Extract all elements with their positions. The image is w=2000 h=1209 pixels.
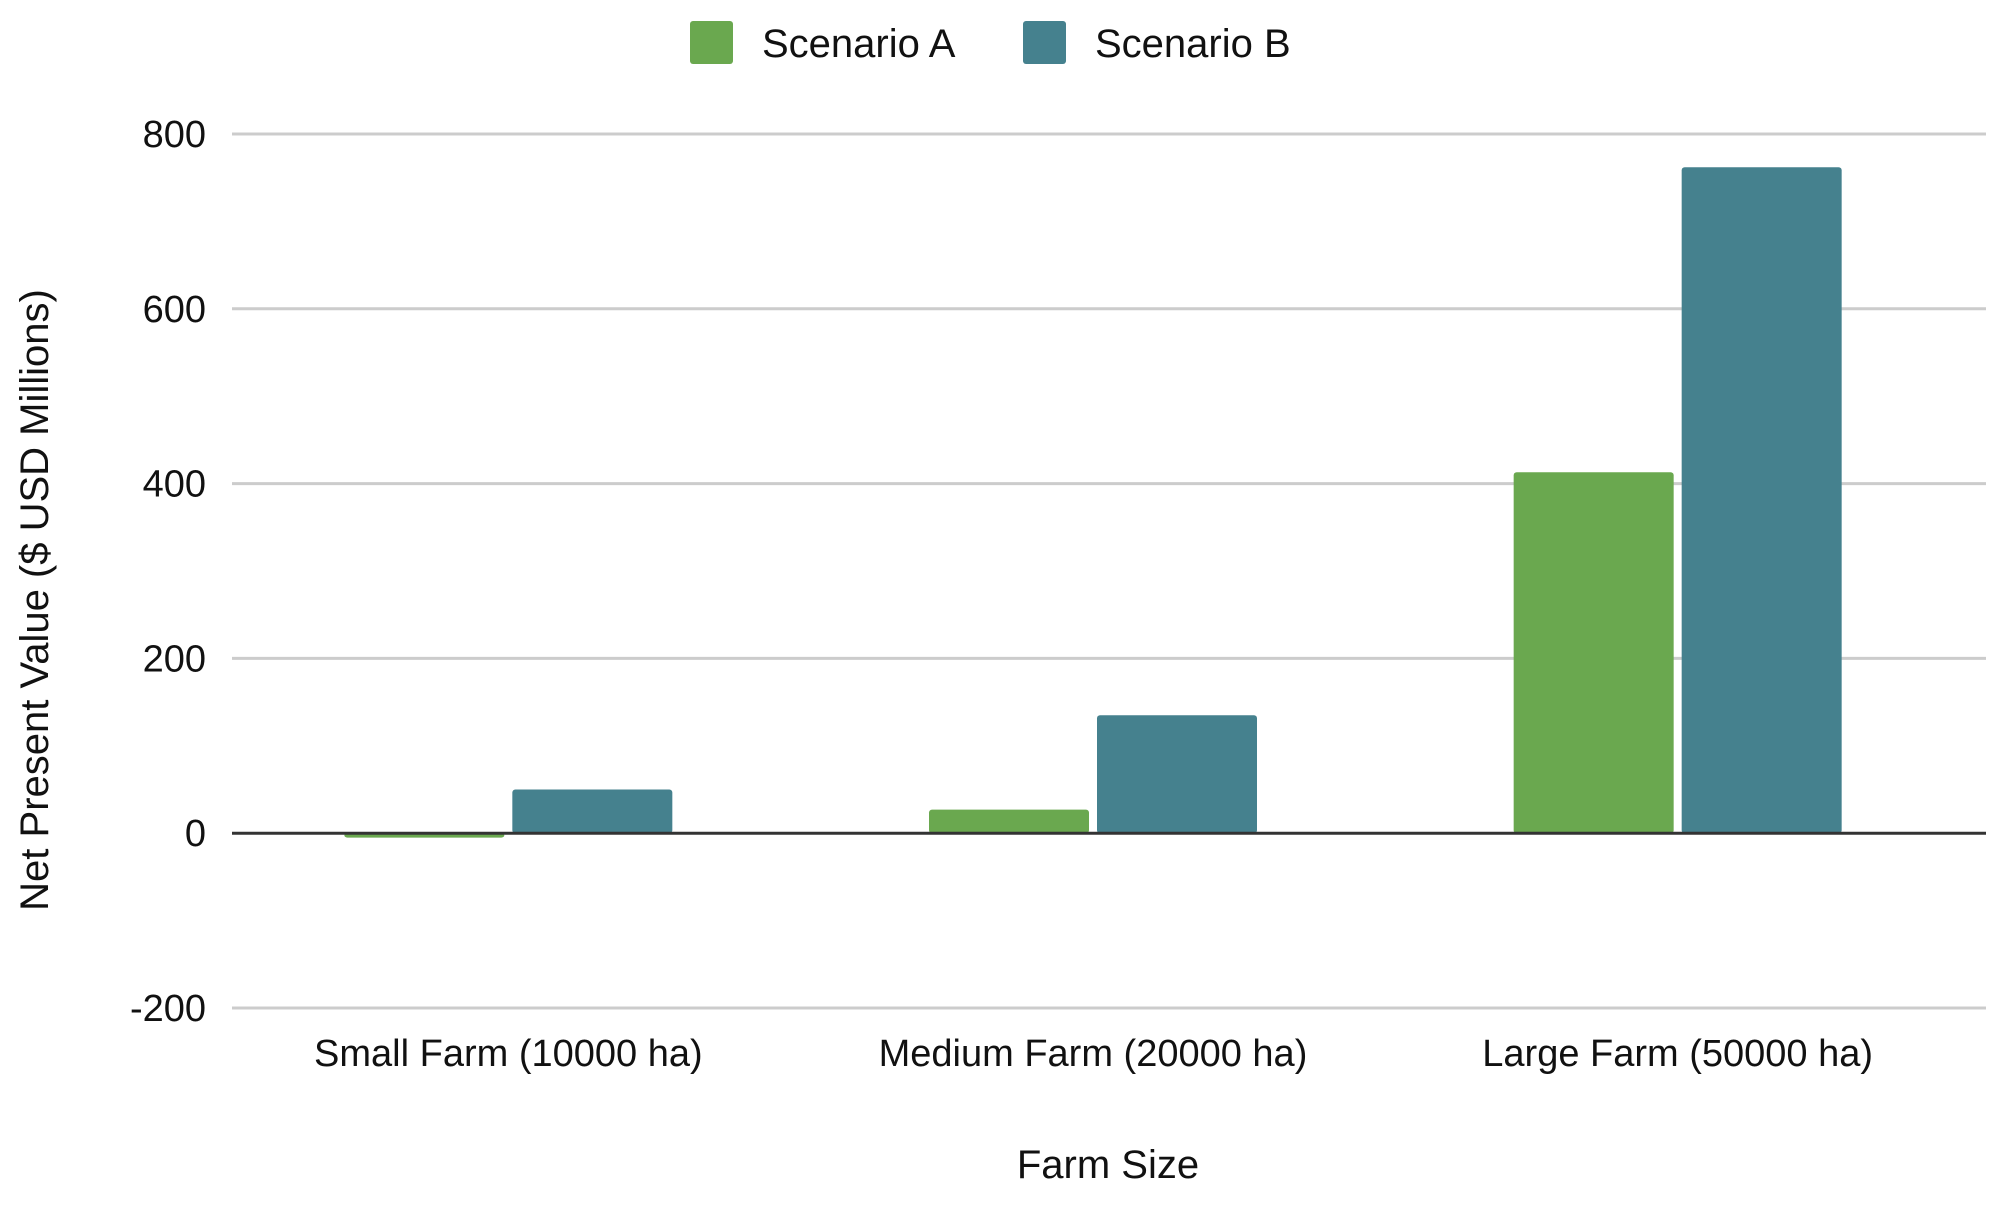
bar-scenario-a-2: Scenario A: 27 [929, 809, 1089, 834]
y-tick-label: 0 [185, 813, 206, 855]
y-axis-ticks: -200 0 200 400 600 800 [130, 114, 206, 1030]
y-tick-label: 400 [143, 464, 206, 506]
y-tick-label: 800 [143, 114, 206, 156]
y-tick-label: -200 [130, 988, 206, 1030]
legend-item-scenario-a: Scenario A [690, 21, 956, 66]
bar-scenario-b-2: Scenario B: 135 [1097, 715, 1257, 834]
legend-label: Scenario B [1095, 22, 1291, 66]
y-axis-title: Net Present Value ($ USD Millions) [13, 289, 57, 911]
legend: Scenario A Scenario B [690, 21, 1291, 66]
legend-swatch [1023, 21, 1066, 64]
y-tick-label: 600 [143, 289, 206, 331]
x-axis-ticks: Small Farm (10000 ha) Medium Farm (20000 … [314, 1033, 1873, 1075]
bar-scenario-a-3: Scenario A: 413 [1513, 472, 1674, 834]
bar-scenario-b-3: Scenario B: 762 [1681, 167, 1842, 834]
legend-label: Scenario A [762, 22, 956, 66]
x-tick-label: Small Farm (10000 ha) [314, 1033, 703, 1075]
bar-scenario-b-1: Scenario B: 50 [512, 789, 673, 834]
y-tick-label: 200 [143, 638, 206, 680]
x-tick-label: Medium Farm (20000 ha) [879, 1033, 1308, 1075]
x-tick-label: Large Farm (50000 ha) [1482, 1033, 1873, 1075]
legend-swatch [690, 21, 733, 64]
legend-item-scenario-b: Scenario B [1023, 21, 1291, 66]
x-axis-title: Farm Size [1017, 1143, 1199, 1187]
bars: Scenario A: -5Scenario B: 50Scenario A: … [344, 167, 1842, 838]
